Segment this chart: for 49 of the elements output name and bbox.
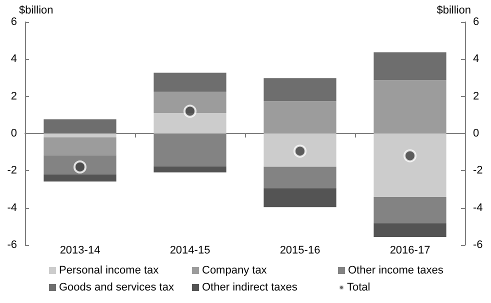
y-tick-label: 2 (10, 90, 17, 102)
bar (154, 113, 226, 134)
x-tick-label: 2013-14 (60, 244, 100, 256)
bar (374, 134, 446, 198)
y-tick-label: -6 (7, 239, 17, 251)
x-tick-label: 2014-15 (170, 244, 210, 256)
x-tick-label: 2016-17 (390, 244, 430, 256)
bar (44, 174, 116, 182)
bar (374, 80, 446, 134)
point (74, 160, 86, 174)
legend-label: Company tax (202, 264, 268, 276)
bar (44, 134, 116, 138)
y-tick-label: -2 (7, 164, 17, 177)
legend-label: Other income taxes (348, 264, 444, 276)
bar (264, 166, 336, 188)
bar (264, 134, 336, 167)
y-tick-label: 4 (10, 53, 17, 66)
bar (44, 137, 116, 156)
x-tick-label: 2015-16 (280, 244, 320, 256)
y2-tick-label: 0 (473, 128, 480, 140)
point (294, 144, 306, 158)
bar (44, 155, 116, 174)
y2-tick-label: -4 (473, 202, 483, 214)
bar (154, 72, 226, 92)
bar (264, 78, 336, 102)
y-tick-label: -4 (7, 202, 17, 214)
y2-axis-title: $billion (436, 4, 471, 16)
y2-tick-label: 4 (473, 53, 480, 66)
bar (264, 101, 336, 134)
y2-tick-label: -6 (473, 239, 483, 251)
legend-label: Personal income tax (59, 264, 160, 276)
point (184, 104, 196, 118)
bar (154, 92, 226, 114)
bar (374, 52, 446, 80)
y-tick-label: 0 (10, 128, 17, 140)
legend-label: Goods and services tax (59, 282, 174, 294)
y2-tick-label: -2 (473, 164, 483, 177)
bar (44, 119, 116, 134)
y-axis-title: $billion (19, 4, 54, 16)
y2-tick-label: 2 (473, 90, 480, 102)
y2-tick-label: 6 (473, 16, 480, 28)
bar (374, 223, 446, 238)
bar (264, 188, 336, 208)
y-tick-label: 6 (10, 16, 17, 28)
bar (154, 166, 226, 172)
legend-label: Other indirect taxes (202, 282, 298, 294)
bar (374, 197, 446, 224)
legend-label: Total (347, 282, 370, 294)
point (404, 149, 416, 162)
